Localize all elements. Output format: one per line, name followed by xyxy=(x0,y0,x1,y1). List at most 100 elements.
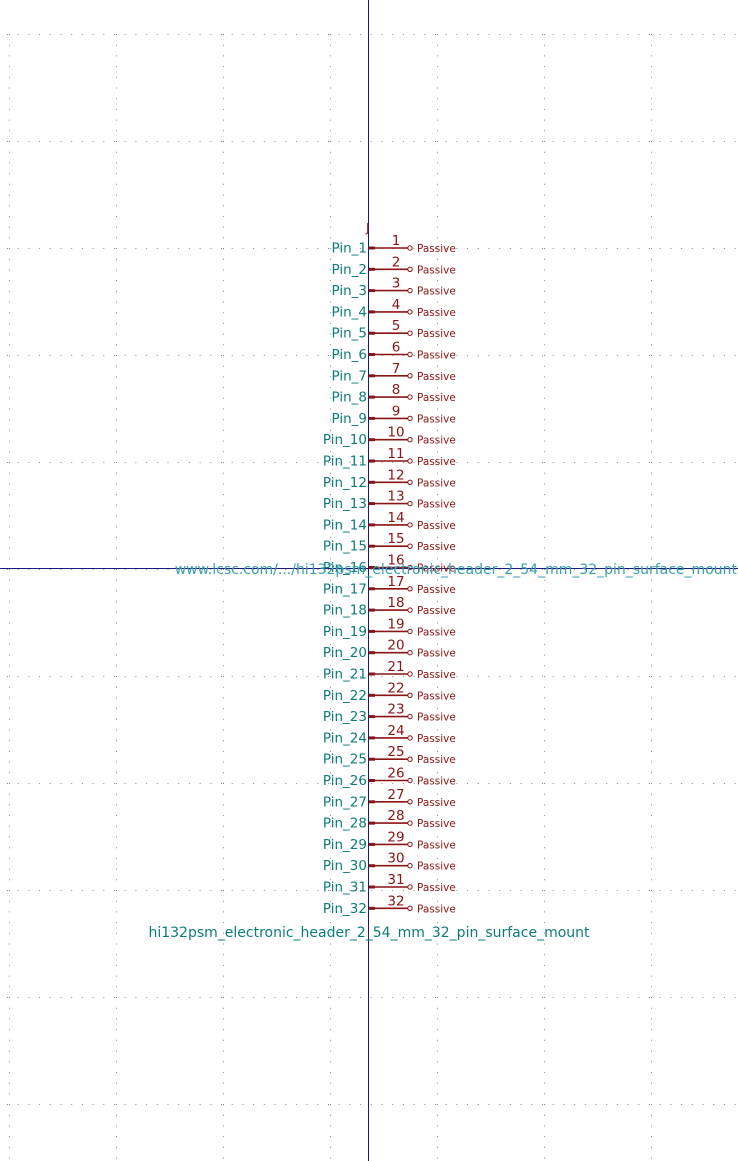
pin-number: 19 xyxy=(387,616,404,632)
pin-end-circle xyxy=(407,245,413,251)
pin-end-circle xyxy=(407,522,413,528)
pin-28[interactable]: Pin_28 28 Passive xyxy=(323,808,456,832)
pin-6[interactable]: Pin_6 6 Passive xyxy=(332,340,456,364)
pin-29[interactable]: Pin_29 29 Passive xyxy=(323,829,456,853)
pin-number: 29 xyxy=(387,829,404,845)
pin-2[interactable]: Pin_2 2 Passive xyxy=(332,254,456,278)
pin-name: Pin_20 xyxy=(323,645,367,661)
pin-13[interactable]: Pin_13 13 Passive xyxy=(323,489,456,512)
pin-end-circle xyxy=(407,394,413,400)
pin-name: Pin_10 xyxy=(323,432,367,448)
pin-number: 7 xyxy=(392,361,401,377)
pin-end-circle xyxy=(407,820,413,826)
pin-end-circle xyxy=(407,564,413,571)
pin-10[interactable]: Pin_10 10 Passive xyxy=(323,425,456,449)
pin-23[interactable]: Pin_23 23 Passive xyxy=(323,702,456,726)
pin-26[interactable]: Pin_26 26 Passive xyxy=(323,766,456,790)
pin-electrical-type: Passive xyxy=(417,861,456,873)
pin-end-circle xyxy=(407,756,413,762)
pin-5[interactable]: Pin_5 5 Passive xyxy=(332,318,456,342)
pin-number: 14 xyxy=(387,510,404,526)
pin-name: Pin_29 xyxy=(323,837,367,853)
pin-name: Pin_9 xyxy=(332,411,368,427)
pin-number: 13 xyxy=(387,489,404,505)
pin-name: Pin_2 xyxy=(332,262,368,278)
pin-21[interactable]: Pin_21 21 Passive xyxy=(323,659,456,683)
pin-end-circle xyxy=(407,841,413,848)
pin-electrical-type: Passive xyxy=(417,648,456,660)
pin-number: 8 xyxy=(392,382,401,398)
pin-end-circle xyxy=(407,777,413,784)
pin-31[interactable]: Pin_31 31 Passive xyxy=(323,872,456,896)
pin-17[interactable]: Pin_17 17 Passive xyxy=(323,574,456,598)
pin-end-circle xyxy=(407,351,413,358)
pin-12[interactable]: Pin_12 12 Passive xyxy=(323,467,456,491)
pin-20[interactable]: Pin_20 20 Passive xyxy=(323,638,456,662)
pin-22[interactable]: Pin_22 22 Passive xyxy=(323,680,456,704)
pin-number: 31 xyxy=(387,872,404,888)
pin-electrical-type: Passive xyxy=(417,392,456,404)
value-field[interactable]: hi132psm_electronic_header_2_54_mm_32_pi… xyxy=(148,925,590,941)
pin-end-circle xyxy=(407,437,413,443)
pin-name: Pin_1 xyxy=(332,241,368,257)
pin-27[interactable]: Pin_27 27 Passive xyxy=(323,787,456,811)
pin-18[interactable]: Pin_18 18 Passive xyxy=(323,595,456,619)
pin-end-circle xyxy=(407,692,413,698)
pin-number: 23 xyxy=(387,702,404,718)
pin-electrical-type: Passive xyxy=(417,541,456,553)
pin-9[interactable]: Pin_9 9 Passive xyxy=(332,403,456,427)
pin-name: Pin_4 xyxy=(332,304,368,320)
pin-7[interactable]: Pin_7 7 Passive xyxy=(332,361,456,385)
pin-32[interactable]: Pin_32 32 Passive xyxy=(323,893,456,917)
pin-end-circle xyxy=(407,373,413,379)
pin-name: Pin_21 xyxy=(323,667,367,683)
pin-end-circle xyxy=(407,479,413,485)
pin-19[interactable]: Pin_19 19 Passive xyxy=(323,616,456,640)
pin-end-circle xyxy=(407,415,413,422)
pin-number: 27 xyxy=(387,787,404,803)
pin-end-circle xyxy=(407,735,413,741)
pin-24[interactable]: Pin_24 24 Passive xyxy=(323,723,456,747)
pin-1[interactable]: Pin_1 1 Passive xyxy=(332,233,456,257)
pin-11[interactable]: Pin_11 11 Passive xyxy=(323,446,456,470)
footprint-field[interactable]: www.lcsc.com/.../hi132psm_electronic_hea… xyxy=(175,562,738,578)
pin-14[interactable]: Pin_14 14 Passive xyxy=(323,510,456,534)
pin-25[interactable]: Pin_25 25 Passive xyxy=(323,744,456,768)
pin-name: Pin_14 xyxy=(323,517,367,533)
pin-electrical-type: Passive xyxy=(417,797,456,809)
pin-electrical-type: Passive xyxy=(417,605,456,617)
pin-electrical-type: Passive xyxy=(417,626,456,638)
pin-end-circle xyxy=(407,330,413,336)
pin-electrical-type: Passive xyxy=(417,435,456,447)
pin-electrical-type: Passive xyxy=(417,839,456,851)
pin-15[interactable]: Pin_15 15 Passive xyxy=(323,531,456,555)
pin-electrical-type: Passive xyxy=(417,328,456,340)
pin-number: 30 xyxy=(387,851,404,867)
pin-number: 6 xyxy=(392,340,401,356)
pin-number: 12 xyxy=(387,467,404,483)
pin-8[interactable]: Pin_8 8 Passive xyxy=(332,382,456,406)
pin-name: Pin_17 xyxy=(323,581,367,597)
pin-3[interactable]: Pin_3 3 Passive xyxy=(332,276,456,300)
pin-number: 21 xyxy=(387,659,404,675)
pin-4[interactable]: Pin_4 4 Passive xyxy=(332,297,456,321)
pin-name: Pin_7 xyxy=(332,368,368,384)
pin-electrical-type: Passive xyxy=(417,882,456,894)
reference-field[interactable]: J xyxy=(365,221,370,235)
pin-end-circle xyxy=(407,287,413,294)
pin-name: Pin_22 xyxy=(323,688,367,704)
pin-end-circle xyxy=(407,309,413,315)
pin-end-circle xyxy=(407,586,413,592)
pin-electrical-type: Passive xyxy=(417,903,456,915)
pin-electrical-type: Passive xyxy=(417,776,456,788)
pin-16[interactable]: Pin_16 16 Passive xyxy=(323,553,456,577)
pin-electrical-type: Passive xyxy=(417,499,456,511)
pin-30[interactable]: Pin_30 30 Passive xyxy=(323,851,456,875)
pin-electrical-type: Passive xyxy=(417,520,456,532)
pin-name: Pin_13 xyxy=(323,496,367,512)
pin-name: Pin_26 xyxy=(323,773,367,789)
pin-number: 4 xyxy=(392,297,401,313)
